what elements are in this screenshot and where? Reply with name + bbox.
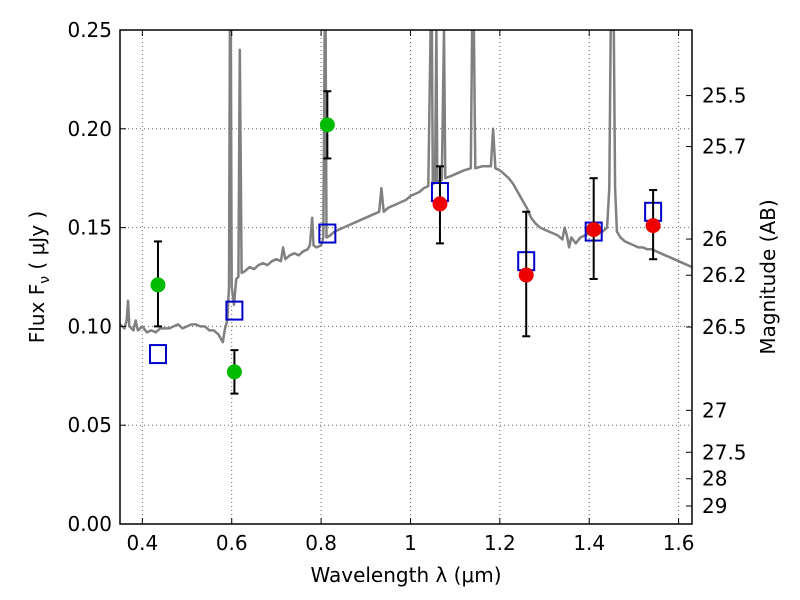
y-tick-label: 0.15 <box>67 216 112 240</box>
y-axis-label: Flux Fν ( μJy ) <box>25 211 53 343</box>
y2-axis-label: Magnitude (AB) <box>756 199 780 354</box>
data-marks <box>148 90 663 395</box>
y2-tick-label: 25.5 <box>702 84 747 108</box>
x-tick-label: 1 <box>404 531 417 555</box>
y-axis-label-unit: ( μJy ) <box>25 211 49 276</box>
y-tick-label: 0.10 <box>67 314 112 338</box>
model-box-marker <box>148 344 167 365</box>
red-point <box>432 196 448 212</box>
y-tick-label: 0.05 <box>67 413 112 437</box>
y2-tick-label: 26.2 <box>702 263 747 287</box>
x-tick-label: 1.2 <box>484 531 516 555</box>
y2-tick-label: 26.5 <box>702 315 747 339</box>
green-point <box>226 364 242 380</box>
y2-tick-label: 28 <box>702 467 727 491</box>
y2-tick-label: 29 <box>702 494 727 518</box>
x-axis-label: Wavelength λ (μm) <box>310 563 501 587</box>
x-tick-label: 0.8 <box>305 531 337 555</box>
y-tick-label: 0.20 <box>67 117 112 141</box>
y-axis-label-sub: ν <box>37 276 53 284</box>
red-point <box>645 218 661 234</box>
x-tick-label: 0.4 <box>126 531 158 555</box>
plot-background <box>120 30 692 524</box>
y-tick-label: 0.25 <box>67 18 112 42</box>
x-tick-label: 0.6 <box>216 531 248 555</box>
y-axis-label-main: Flux F <box>25 284 49 343</box>
spectrum-line <box>120 30 692 344</box>
y2-tick-label: 27.5 <box>702 440 747 464</box>
y2-tick-label: 26 <box>702 227 727 251</box>
green-point <box>319 117 335 133</box>
y-tick-label: 0.00 <box>67 512 112 536</box>
y2-tick-label: 25.7 <box>702 135 747 159</box>
x-tick-label: 1.4 <box>573 531 605 555</box>
model-box-marker <box>318 223 337 244</box>
ticks: 0.4 0.6 0.8 1 1.2 1.4 1.6 0.00 0.05 0.10 0.15 0.20 0… <box>67 18 746 555</box>
plot-frame <box>119 29 693 525</box>
green-point <box>150 277 166 293</box>
red-point <box>518 267 534 283</box>
x-tick-label: 1.6 <box>663 531 695 555</box>
model-box-marker <box>225 300 244 321</box>
y2-tick-label: 27 <box>702 398 727 422</box>
red-point <box>586 222 602 238</box>
